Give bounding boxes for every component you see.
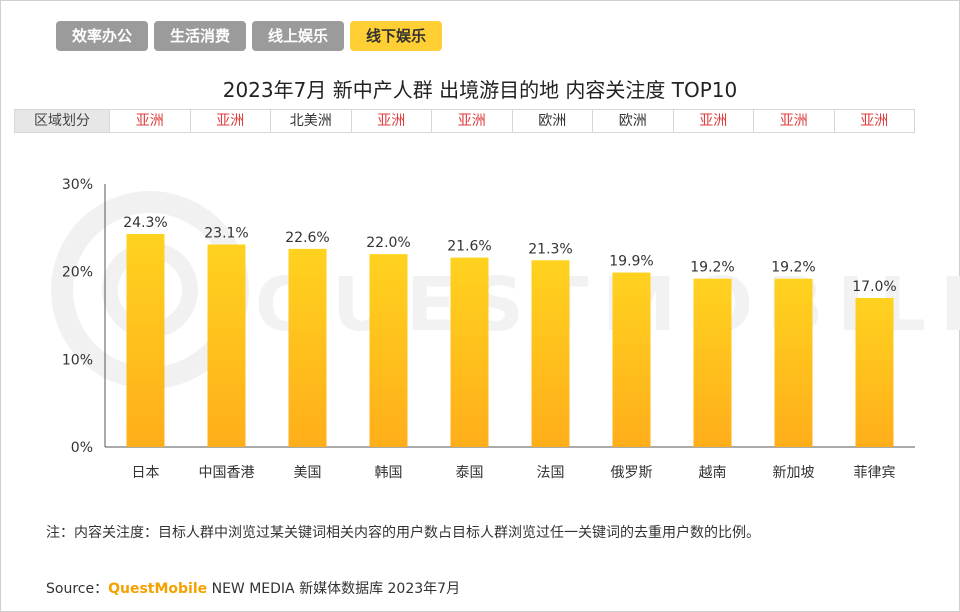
region-cell: 亚洲 bbox=[110, 110, 191, 132]
footnote: 注：内容关注度：目标人群中浏览过某关键词相关内容的用户数占目标人群浏览过任一关键… bbox=[46, 525, 760, 541]
x-tick-label: 法国 bbox=[537, 465, 565, 481]
x-tick-label: 菲律宾 bbox=[854, 465, 896, 481]
source-suffix: NEW MEDIA 新媒体数据库 2023年7月 bbox=[207, 581, 461, 597]
region-cell: 北美洲 bbox=[271, 110, 352, 132]
data-label: 19.9% bbox=[609, 254, 653, 270]
y-tick-label: 30% bbox=[62, 177, 93, 193]
source-prefix: Source： bbox=[46, 581, 109, 597]
data-label: 19.2% bbox=[771, 260, 815, 276]
y-tick-label: 0% bbox=[71, 440, 93, 456]
data-label: 21.3% bbox=[528, 241, 572, 257]
y-tick-label: 10% bbox=[62, 352, 93, 368]
watermark-text: QUESTMOBILE bbox=[255, 262, 960, 348]
tab-online-entertainment[interactable]: 线上娱乐 bbox=[252, 21, 345, 51]
data-label: 19.2% bbox=[690, 260, 734, 276]
bar bbox=[450, 257, 489, 447]
region-cell: 亚洲 bbox=[674, 110, 754, 132]
x-tick-label: 韩国 bbox=[375, 465, 403, 481]
data-label: 23.1% bbox=[204, 225, 248, 241]
region-cell: 亚洲 bbox=[754, 110, 835, 132]
bar bbox=[126, 233, 165, 447]
x-tick-label: 泰国 bbox=[456, 465, 484, 481]
tab-life-consumption[interactable]: 生活消费 bbox=[154, 21, 247, 51]
bar bbox=[288, 248, 327, 447]
tab-efficiency-office[interactable]: 效率办公 bbox=[56, 21, 149, 51]
bar bbox=[369, 254, 408, 447]
y-tick-label: 20% bbox=[62, 265, 93, 281]
tab-offline-entertainment[interactable]: 线下娱乐 bbox=[350, 21, 443, 51]
region-cell: 亚洲 bbox=[352, 110, 432, 132]
x-tick-label: 俄罗斯 bbox=[611, 465, 653, 481]
data-label: 24.3% bbox=[123, 215, 167, 231]
region-cell: 亚洲 bbox=[432, 110, 513, 132]
region-row-header: 区域划分 bbox=[15, 110, 110, 132]
bar bbox=[612, 272, 651, 447]
bar bbox=[774, 278, 813, 447]
source-line: Source：QuestMobile NEW MEDIA 新媒体数据库 2023… bbox=[46, 578, 460, 598]
data-label: 22.0% bbox=[366, 235, 410, 251]
x-tick-label: 越南 bbox=[699, 465, 727, 481]
data-label: 21.6% bbox=[447, 239, 491, 255]
region-cell: 欧洲 bbox=[513, 110, 593, 132]
region-cell: 亚洲 bbox=[191, 110, 271, 132]
x-tick-label: 美国 bbox=[294, 465, 322, 481]
x-tick-label: 日本 bbox=[132, 465, 160, 481]
bar bbox=[207, 244, 246, 447]
source-brand: QuestMobile bbox=[108, 581, 208, 597]
category-tabs: 效率办公 生活消费 线上娱乐 线下娱乐 bbox=[56, 21, 443, 51]
x-tick-label: 中国香港 bbox=[199, 465, 255, 481]
data-label: 17.0% bbox=[852, 279, 896, 295]
region-cell: 亚洲 bbox=[860, 113, 889, 129]
bar bbox=[531, 260, 570, 447]
bar bbox=[855, 297, 894, 447]
watermark: QUESTMOBILE bbox=[51, 191, 960, 389]
region-row: 区域划分 亚洲 亚洲 北美洲 亚洲 亚洲 欧洲 欧洲 亚洲 亚洲 亚洲 bbox=[14, 109, 915, 133]
chart-title: 2023年7月 新中产人群 出境游目的地 内容关注度 TOP10 bbox=[222, 78, 738, 102]
region-cell: 欧洲 bbox=[593, 110, 674, 132]
data-label: 22.6% bbox=[285, 230, 329, 246]
x-tick-label: 新加坡 bbox=[773, 465, 815, 481]
bar bbox=[693, 278, 732, 447]
